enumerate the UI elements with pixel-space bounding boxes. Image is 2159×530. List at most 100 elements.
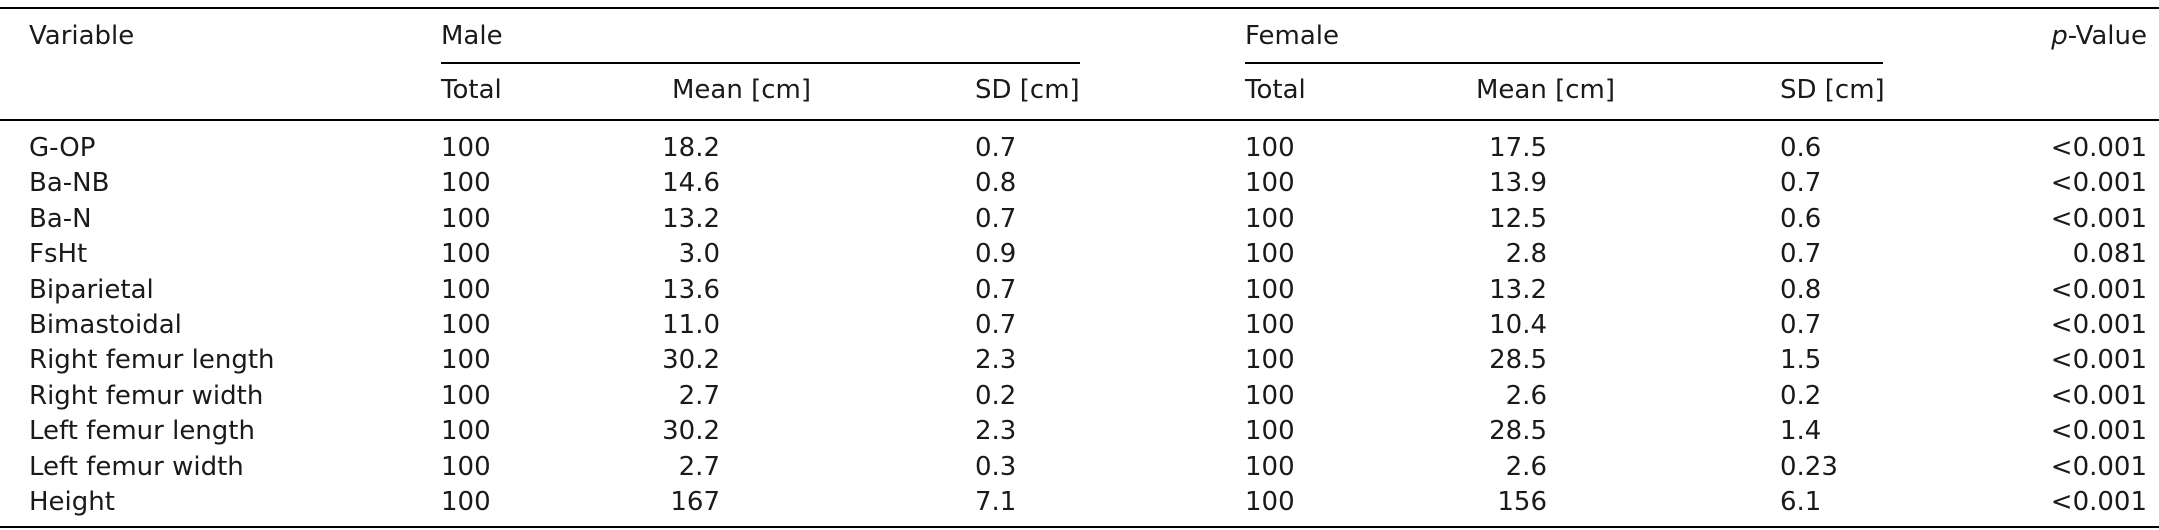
male-mean-cell: 2.7: [678, 380, 720, 411]
variable-cell: FsHt: [29, 239, 88, 270]
male-total-cell: 100: [441, 133, 491, 163]
male-sd-cell: 0.2: [975, 380, 1017, 411]
male-mean-cell: 2.7: [678, 451, 720, 482]
female-sd-cell: 0.6: [1780, 203, 1822, 234]
female-total-cell: 100: [1245, 380, 1295, 411]
p-value-cell: <0.001: [2050, 203, 2147, 234]
variable-cell: Left femur length: [29, 416, 255, 447]
female-mean-cell: 28.5: [1489, 416, 1547, 447]
male-total-cell: 100: [441, 380, 491, 411]
female-total-cell: 100: [1245, 168, 1295, 199]
female-total-cell: 100: [1245, 203, 1295, 234]
male-mean-cell: 30.2: [662, 345, 720, 376]
p-value-cell: <0.001: [2050, 168, 2147, 199]
p-value-cell: 0.081: [2072, 239, 2147, 270]
female-sd-cell: 1.5: [1780, 345, 1822, 376]
header-female-mean: Mean [cm]: [1476, 75, 1616, 105]
male-total-cell: 100: [441, 203, 491, 234]
header-p-rest: -Value: [2067, 21, 2147, 51]
female-sd-cell: 0.7: [1780, 239, 1822, 270]
female-total-cell: 100: [1245, 345, 1295, 376]
male-sd-cell: 0.7: [975, 274, 1017, 305]
female-sd-cell: 0.2: [1780, 380, 1822, 411]
variable-cell: Height: [29, 487, 115, 517]
female-total-cell: 100: [1245, 239, 1295, 270]
variable-cell: Left femur width: [29, 451, 244, 482]
male-mean-cell: 18.2: [662, 133, 720, 163]
table-bottom-rule: [0, 526, 2159, 528]
female-mean-cell: 10.4: [1489, 310, 1547, 340]
male-mean-cell: 13.2: [662, 203, 720, 234]
male-mean-cell: 11.0: [662, 310, 720, 340]
male-mean-cell: 30.2: [662, 416, 720, 447]
p-value-cell: <0.001: [2050, 133, 2147, 163]
female-sd-cell: 0.7: [1780, 310, 1822, 340]
p-value-cell: <0.001: [2050, 487, 2147, 517]
female-total-cell: 100: [1245, 133, 1295, 163]
female-sd-cell: 0.6: [1780, 133, 1822, 163]
female-total-cell: 100: [1245, 451, 1295, 482]
male-total-cell: 100: [441, 168, 491, 199]
female-mean-cell: 17.5: [1489, 133, 1547, 163]
male-mean-cell: 14.6: [662, 168, 720, 199]
male-total-cell: 100: [441, 274, 491, 305]
male-group-rule: [441, 62, 1080, 64]
female-mean-cell: 2.6: [1505, 380, 1547, 411]
female-mean-cell: 2.6: [1505, 451, 1547, 482]
header-female: Female: [1245, 21, 1340, 51]
male-total-cell: 100: [441, 487, 491, 517]
male-mean-cell: 167: [670, 487, 720, 517]
male-sd-cell: 0.7: [975, 203, 1017, 234]
header-male: Male: [441, 21, 503, 51]
male-sd-cell: 2.3: [975, 416, 1017, 447]
p-value-cell: <0.001: [2050, 380, 2147, 411]
variable-cell: Ba-N: [29, 203, 92, 234]
header-female-sd: SD [cm]: [1780, 75, 1885, 105]
p-value-cell: <0.001: [2050, 345, 2147, 376]
header-male-total: Total: [441, 75, 502, 105]
male-sd-cell: 0.3: [975, 451, 1017, 482]
female-total-cell: 100: [1245, 310, 1295, 340]
male-sd-cell: 0.7: [975, 310, 1017, 340]
female-total-cell: 100: [1245, 274, 1295, 305]
male-total-cell: 100: [441, 310, 491, 340]
male-sd-cell: 0.7: [975, 133, 1017, 163]
female-sd-cell: 0.7: [1780, 168, 1822, 199]
male-sd-cell: 7.1: [975, 487, 1017, 517]
female-mean-cell: 28.5: [1489, 345, 1547, 376]
female-sd-cell: 1.4: [1780, 416, 1822, 447]
male-total-cell: 100: [441, 451, 491, 482]
variable-cell: Biparietal: [29, 274, 154, 305]
p-value-cell: <0.001: [2050, 310, 2147, 340]
male-total-cell: 100: [441, 416, 491, 447]
variable-cell: Right femur length: [29, 345, 275, 376]
female-mean-cell: 13.9: [1489, 168, 1547, 199]
male-total-cell: 100: [441, 239, 491, 270]
female-total-cell: 100: [1245, 416, 1295, 447]
variable-cell: Ba-NB: [29, 168, 110, 199]
female-sd-cell: 0.23: [1780, 451, 1838, 482]
variable-cell: Bimastoidal: [29, 310, 182, 340]
variable-cell: Right femur width: [29, 380, 264, 411]
header-p-value: p-Value: [2051, 19, 2147, 53]
table-top-rule: [0, 7, 2159, 9]
female-mean-cell: 12.5: [1489, 203, 1547, 234]
female-mean-cell: 156: [1497, 487, 1547, 517]
female-total-cell: 100: [1245, 487, 1295, 517]
p-value-cell: <0.001: [2050, 274, 2147, 305]
header-bottom-rule: [0, 119, 2159, 121]
male-sd-cell: 2.3: [975, 345, 1017, 376]
male-total-cell: 100: [441, 345, 491, 376]
male-mean-cell: 3.0: [678, 239, 720, 270]
male-mean-cell: 13.6: [662, 274, 720, 305]
p-value-cell: <0.001: [2050, 416, 2147, 447]
female-sd-cell: 6.1: [1780, 487, 1822, 517]
female-group-rule: [1245, 62, 1883, 64]
p-value-cell: <0.001: [2050, 451, 2147, 482]
variable-cell: G-OP: [29, 133, 96, 163]
female-mean-cell: 2.8: [1505, 239, 1547, 270]
male-sd-cell: 0.8: [975, 168, 1017, 199]
header-male-sd: SD [cm]: [975, 75, 1080, 105]
header-variable: Variable: [29, 21, 135, 51]
